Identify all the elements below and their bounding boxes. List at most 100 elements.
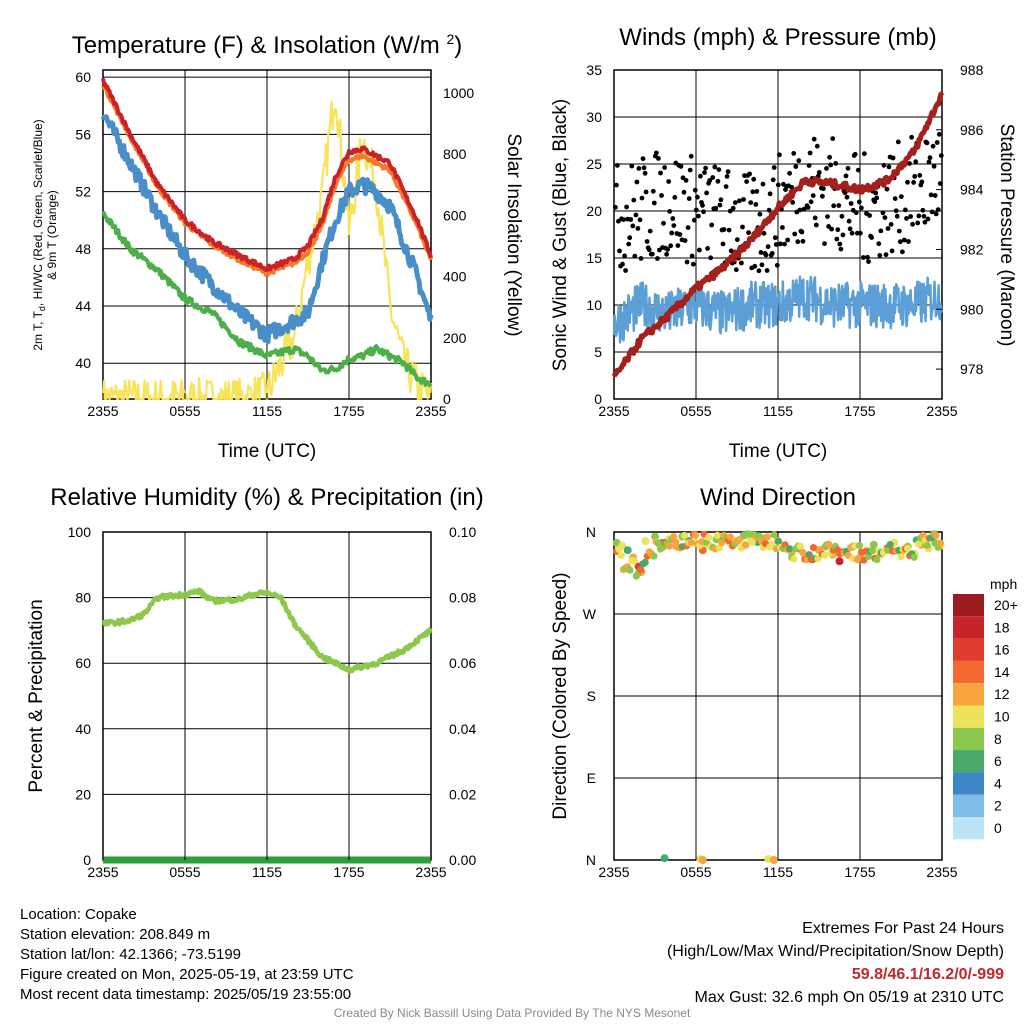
gust-point — [862, 151, 867, 157]
legend-swatch — [953, 683, 984, 706]
gust-point — [622, 253, 627, 259]
y-tick-label: 56 — [75, 126, 91, 142]
gust-point — [671, 223, 677, 229]
gust-point — [934, 140, 940, 145]
direction-point — [770, 531, 778, 539]
y-tick-label: 52 — [75, 184, 91, 200]
y-tick-label: 60 — [75, 69, 91, 85]
gust-point — [724, 174, 730, 179]
gust-point — [756, 268, 762, 274]
legend-swatch — [953, 660, 984, 684]
gust-point — [632, 253, 638, 259]
gust-point — [739, 260, 744, 266]
humidity-line — [101, 587, 433, 674]
gust-point — [791, 151, 797, 156]
y2-tick-label: 980 — [960, 301, 984, 317]
gust-point — [708, 255, 714, 261]
y-tick-label: 48 — [75, 241, 91, 257]
gust-point — [797, 207, 803, 213]
gust-point — [855, 167, 861, 173]
x-tick-label: 1755 — [333, 864, 364, 880]
y2-tick-label: 982 — [960, 241, 984, 257]
direction-point — [869, 547, 877, 555]
x-tick-label: 1755 — [844, 403, 875, 419]
gust-point — [896, 228, 902, 234]
gust-point — [665, 247, 670, 252]
gust-point — [866, 259, 871, 264]
y-tick-label: 20 — [586, 203, 602, 219]
gust-point — [774, 262, 780, 268]
y-tick-label: 40 — [75, 355, 91, 371]
gust-point — [678, 164, 684, 169]
gust-point — [830, 136, 836, 142]
gust-point — [824, 166, 829, 171]
gust-point — [928, 192, 934, 198]
direction-point — [617, 552, 625, 560]
station-latlon: Station lat/lon: 42.1366; -73.5199 — [20, 946, 242, 963]
gust-point — [777, 152, 782, 158]
gust-point — [765, 244, 771, 250]
gust-point — [636, 166, 642, 171]
legend-swatch — [953, 750, 984, 773]
direction-point — [742, 541, 750, 549]
gust-point — [929, 209, 935, 215]
gust-point — [888, 222, 894, 227]
x-tick-label: 2355 — [598, 403, 629, 419]
gust-point — [664, 251, 669, 257]
gust-point — [641, 165, 647, 171]
y-tick-label: 80 — [75, 590, 91, 606]
max-gust: Max Gust: 32.6 mph On 05/19 at 2310 UTC — [694, 989, 1005, 1006]
gust-point — [649, 251, 655, 257]
direction-point — [923, 541, 931, 550]
x-tick-label: 1155 — [252, 864, 282, 880]
gust-point — [746, 230, 751, 236]
gust-point — [795, 239, 801, 245]
gust-point — [937, 181, 943, 186]
direction-point — [641, 537, 650, 546]
station-elevation: Station elevation: 208.849 m — [20, 926, 211, 943]
legend-label: 6 — [994, 753, 1002, 769]
gust-point — [617, 248, 622, 254]
y2-tick-label: 0.08 — [449, 590, 476, 606]
gust-point — [650, 188, 656, 194]
legend-swatch — [953, 727, 984, 751]
gust-point — [715, 178, 721, 184]
gust-point — [920, 207, 926, 213]
direction-point — [853, 555, 861, 564]
gust-point — [688, 153, 694, 159]
dir-panel-title: Wind Direction — [700, 484, 856, 511]
y-tick-label: 35 — [586, 62, 602, 78]
y-tick-label: W — [583, 606, 597, 622]
gust-point — [751, 176, 757, 182]
gust-point — [707, 178, 713, 183]
gust-point — [621, 217, 626, 223]
gust-point — [905, 179, 910, 185]
gust-point — [853, 210, 859, 216]
temp-y-axis-label-line2: & 9m T (Orange) — [45, 190, 59, 280]
gust-point — [843, 173, 849, 179]
extremes-box: Extremes For Past 24 Hours (High/Low/Max… — [667, 917, 1004, 1009]
x-tick-label: 0555 — [169, 864, 200, 880]
direction-point — [650, 552, 658, 560]
gust-point — [631, 197, 637, 203]
gust-point — [654, 150, 659, 156]
gust-point — [849, 230, 855, 236]
station-location: Location: Copake — [20, 906, 137, 923]
legend-swatch — [953, 638, 984, 661]
direction-point — [687, 538, 695, 547]
x-tick-label: 1755 — [333, 403, 364, 419]
gust-point — [640, 156, 646, 162]
gust-point — [693, 207, 699, 213]
gust-point — [732, 200, 738, 206]
y2-tick-label: 0.06 — [449, 655, 476, 671]
gust-point — [828, 162, 833, 168]
y-tick-label: 30 — [586, 109, 602, 125]
gust-point — [933, 211, 939, 217]
legend-label: 0 — [994, 820, 1002, 836]
windchill-line — [100, 114, 434, 345]
gust-point — [897, 239, 903, 245]
gust-point — [624, 204, 629, 210]
direction-point — [691, 531, 700, 539]
dir-y-axis-label: Direction (Colored By Speed) — [550, 572, 571, 819]
gust-point — [638, 256, 644, 261]
